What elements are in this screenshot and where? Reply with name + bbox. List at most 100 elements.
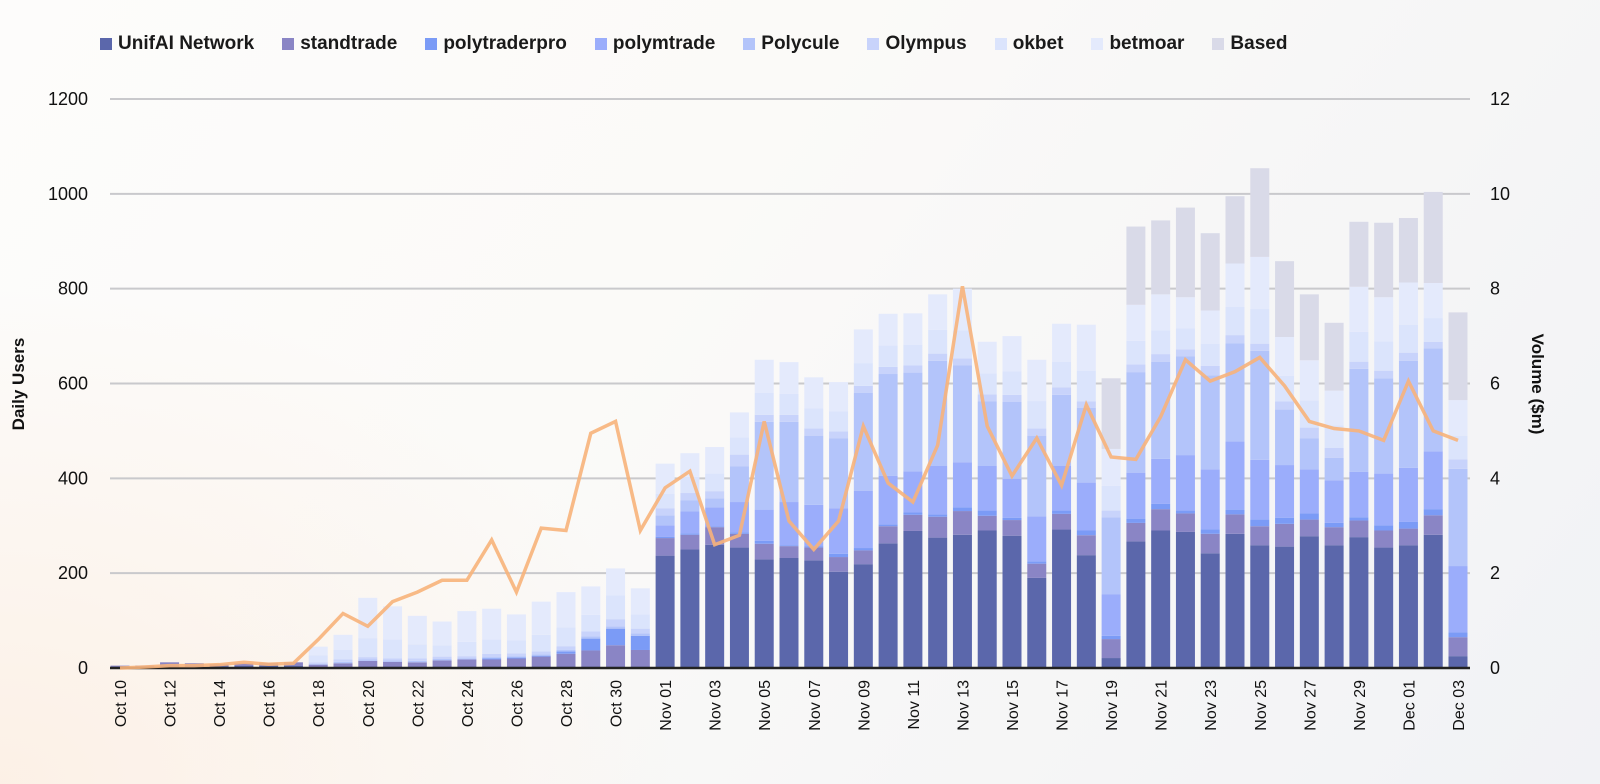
y-axis-title: Daily Users	[9, 338, 28, 431]
bar-segment-okbet	[1448, 435, 1468, 460]
bar-segment-olympus	[383, 658, 403, 661]
bar-segment-standtrade	[1275, 523, 1295, 547]
bar-segment-okbet	[705, 473, 725, 492]
bar-stack	[1002, 336, 1022, 668]
bar-segment-olympus	[482, 653, 502, 658]
legend-item[interactable]: Olympus	[867, 33, 967, 55]
legend-item[interactable]: polymtrade	[594, 33, 715, 55]
bar-segment-standtrade	[1374, 530, 1394, 548]
bar-segment-olympus	[1052, 387, 1072, 395]
chart-legend: UnifAI Network standtrade polytraderpro pol…	[100, 33, 1315, 55]
bar-segment-polycule	[606, 626, 626, 629]
legend-item[interactable]: UnifAI Network	[100, 33, 254, 55]
legend-item[interactable]: polytraderpro	[425, 33, 567, 55]
bar-segment-polytraderpro	[680, 533, 700, 535]
bar-segment-polymtrade	[977, 466, 997, 511]
bar-segment-polycule	[407, 660, 427, 663]
bar-segment-olympus	[1275, 401, 1295, 410]
bar-segment-standtrade	[977, 515, 997, 531]
y-tick-label: 1200	[48, 89, 88, 109]
bar-segment-unifai-network	[1324, 545, 1344, 668]
legend-item[interactable]: standtrade	[282, 33, 397, 55]
bar-segment-unifai-network	[952, 534, 972, 668]
bar-segment-standtrade	[1448, 637, 1468, 657]
bar-segment-unifai-network	[1027, 577, 1047, 668]
bar-segment-betmoar	[903, 313, 923, 345]
bar-segment-betmoar	[1126, 304, 1146, 341]
bar-segment-polymtrade	[1275, 465, 1295, 518]
bar-segment-standtrade	[1349, 520, 1369, 538]
bar-segment-betmoar	[630, 588, 650, 615]
y2-tick-label: 0	[1490, 658, 1500, 678]
legend-item[interactable]: Based	[1212, 33, 1287, 55]
bar-segment-polycule	[358, 659, 378, 661]
bar-segment-polymtrade	[1374, 473, 1394, 526]
bar-segment-betmoar	[928, 294, 948, 330]
bar-segment-olympus	[1200, 365, 1220, 376]
bar-stack	[506, 614, 526, 668]
bar-segment-standtrade	[903, 514, 923, 531]
bar-segment-betmoar	[1076, 324, 1096, 371]
x-tick-label: Nov 19	[1104, 680, 1121, 731]
bar-segment-okbet	[853, 363, 873, 386]
bar-segment-okbet	[729, 437, 749, 455]
bar-segment-betmoar	[878, 313, 898, 346]
y-tick-label: 400	[58, 468, 88, 488]
bar-segment-standtrade	[655, 538, 675, 556]
x-tick-label: Oct 22	[410, 680, 427, 727]
bar-segment-standtrade	[754, 543, 774, 560]
legend-label: Olympus	[885, 33, 967, 54]
bar-segment-polytraderpro	[1275, 517, 1295, 524]
bar-segment-standtrade	[853, 550, 873, 565]
y-tick-label: 800	[58, 279, 88, 299]
legend-item[interactable]: Polycule	[743, 33, 839, 55]
bar-segment-betmoar	[506, 614, 526, 641]
bar-segment-olympus	[432, 656, 452, 659]
legend-label: Polycule	[761, 33, 840, 54]
legend-label: okbet	[1012, 33, 1064, 54]
x-tick-label: Oct 12	[163, 680, 180, 727]
bar-stack	[903, 313, 923, 668]
bar-segment-olympus	[506, 653, 526, 657]
bar-segment-polymtrade	[903, 471, 923, 513]
bar-segment-betmoar	[729, 412, 749, 438]
bar-stack	[1349, 221, 1369, 668]
x-tick-label: Dec 01	[1401, 680, 1418, 731]
y2-axis-title: Volume ($m)	[1528, 334, 1547, 435]
bar-segment-standtrade	[1002, 520, 1022, 536]
bar-segment-based	[1374, 222, 1394, 298]
bar-stack	[1299, 294, 1319, 668]
bar-stack	[1175, 207, 1195, 668]
bar-segment-based	[1299, 294, 1319, 361]
bar-segment-standtrade	[1398, 528, 1418, 546]
bar-segment-based	[1275, 261, 1295, 338]
bar-segment-okbet	[952, 330, 972, 359]
legend-item[interactable]: betmoar	[1091, 33, 1184, 55]
bar-segment-betmoar	[531, 601, 551, 635]
x-tick-label: Nov 15	[1005, 680, 1022, 731]
x-tick-label: Oct 30	[609, 680, 626, 727]
bar-segment-polycule	[1002, 401, 1022, 479]
bar-segment-polytraderpro	[655, 536, 675, 539]
bar-segment-polytraderpro	[1052, 510, 1072, 514]
x-tick-label: Oct 10	[113, 680, 130, 727]
y2-tick-label: 10	[1490, 184, 1510, 204]
legend-item[interactable]: okbet	[994, 33, 1064, 55]
bar-segment-standtrade	[1250, 526, 1270, 546]
x-tick-label: Nov 27	[1302, 680, 1319, 731]
bar-segment-based	[1324, 322, 1344, 391]
bar-segment-standtrade	[829, 557, 849, 572]
bar-segment-unifai-network	[705, 544, 725, 668]
bar-segment-polytraderpro	[977, 510, 997, 516]
bar-segment-unifai-network	[1250, 545, 1270, 668]
bar-segment-okbet	[1101, 485, 1121, 511]
bar-segment-standtrade	[1175, 513, 1195, 532]
x-tick-label: Oct 16	[262, 680, 279, 727]
bar-segment-standtrade	[804, 547, 824, 561]
bar-segment-olympus	[407, 658, 427, 661]
bar-segment-polytraderpro	[1101, 635, 1121, 640]
bar-stack	[630, 588, 650, 668]
bar-segment-polycule	[829, 438, 849, 509]
bar-stack	[655, 463, 675, 668]
bar-segment-okbet	[928, 329, 948, 354]
